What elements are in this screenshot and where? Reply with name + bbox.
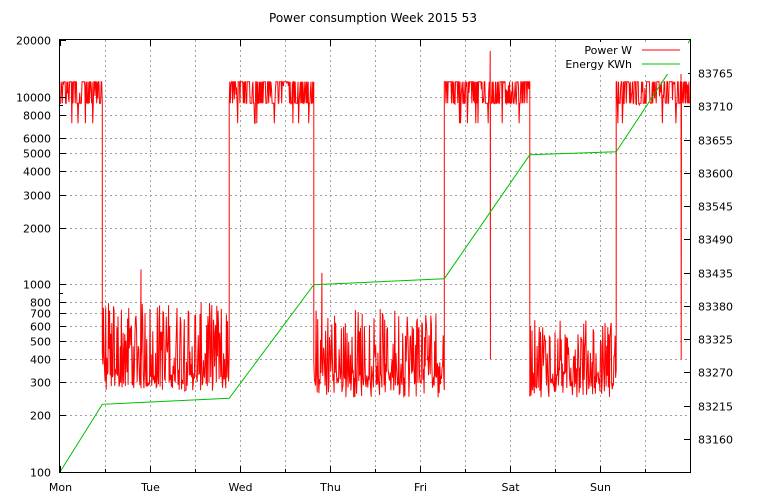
- y-right-tick-label: 83600: [698, 168, 733, 181]
- y-left-tick-label: 5000: [23, 148, 51, 161]
- legend-label-power: Power W: [584, 44, 632, 57]
- y-left-tick-label: 800: [30, 297, 51, 310]
- x-tick-label: Thu: [319, 481, 341, 494]
- legend-label-energy: Energy KWh: [565, 58, 632, 71]
- y-right-tick-label: 83435: [698, 268, 733, 281]
- x-tick-label: Wed: [229, 481, 253, 494]
- y-right-tick-label: 83160: [698, 434, 733, 447]
- y-right-tick-label: 83490: [698, 234, 733, 247]
- y-left-tick-label: 700: [30, 308, 51, 321]
- y-left-tick-label: 3000: [23, 190, 51, 203]
- x-tick-label: Fri: [414, 481, 427, 494]
- power-series-line: [60, 50, 691, 398]
- y-left-tick-label: 300: [30, 377, 51, 390]
- x-tick-label: Mon: [49, 481, 72, 494]
- x-tick-label: Sun: [590, 481, 611, 494]
- y-left-tick-label: 500: [30, 336, 51, 349]
- y-right-tick-label: 83215: [698, 401, 733, 414]
- y-right-tick-label: 83380: [698, 301, 733, 314]
- y-left-tick-label: 2000: [23, 223, 51, 236]
- y-right-tick-label: 83270: [698, 367, 733, 380]
- y-left-tick-label: 6000: [23, 133, 51, 146]
- y-right-tick-label: 83710: [698, 101, 733, 114]
- y-right-tick-label: 83325: [698, 334, 733, 347]
- y-left-tick-label: 400: [30, 354, 51, 367]
- legend-background: [560, 42, 688, 74]
- y-left-tick-label: 10000: [16, 92, 51, 105]
- y-left-tick-label: 200: [30, 410, 51, 423]
- legend: Power W Energy KWh: [560, 42, 688, 74]
- y-left-tick-label: 4000: [23, 166, 51, 179]
- y-left-tick-label: 1000: [23, 279, 51, 292]
- y-left-tick-label: 20000: [16, 35, 51, 48]
- x-tick-label: Tue: [140, 481, 160, 494]
- grid-layer: [60, 40, 690, 472]
- axis-layer: Mon Tue Wed Thu Fri Sat Sun 100 200 300 400 500 6007…: [16, 35, 733, 495]
- energy-series-line: [59, 39, 691, 473]
- plot-frame: [59, 39, 691, 473]
- y-left-tick-label: 600: [30, 321, 51, 334]
- series-layer: [59, 39, 691, 473]
- y-right-tick-label: 83545: [698, 201, 733, 214]
- x-tick-label: Sat: [501, 481, 520, 494]
- y-right-tick-label: 83765: [698, 68, 733, 81]
- y-right-tick-label: 83655: [698, 135, 733, 148]
- y-left-tick-label: 8000: [23, 110, 51, 123]
- chart-title: Power consumption Week 2015 53: [269, 11, 477, 25]
- y-left-tick-label: 100: [30, 467, 51, 480]
